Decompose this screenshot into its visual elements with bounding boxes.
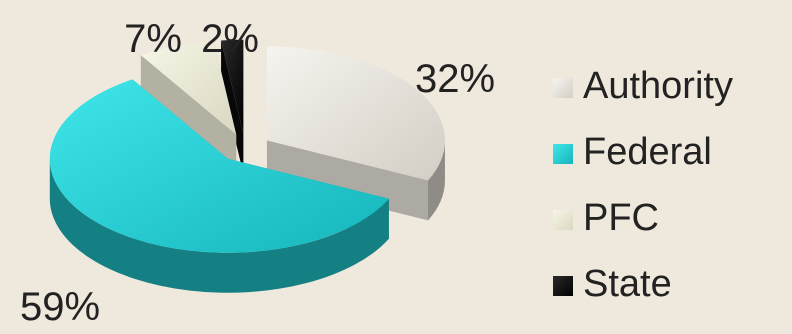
pie-slice-top-pfc — [140, 41, 237, 135]
legend-swatch-state — [553, 276, 573, 296]
pie-slice-side-federal — [49, 158, 389, 293]
legend-label-federal: Federal — [583, 131, 712, 173]
pie-slice-state — [221, 39, 244, 174]
pie-slice-top-state — [221, 39, 244, 134]
legend-item-pfc: PFC — [553, 197, 659, 239]
legend-item-authority: Authority — [553, 65, 733, 107]
pie-slice-side-authority — [428, 140, 445, 221]
pie-slice-edge-state-0 — [221, 40, 244, 174]
pie-slice-edge-pfc-0 — [140, 55, 237, 175]
legend-item-federal: Federal — [553, 131, 712, 173]
legend-item-state: State — [553, 263, 672, 305]
pie-slice-federal — [49, 79, 389, 293]
pie-slice-pfc — [140, 41, 237, 175]
legend: Authority Federal PFC State — [553, 65, 733, 305]
legend-swatch-authority — [553, 78, 573, 98]
legend-label-authority: Authority — [583, 65, 733, 107]
legend-swatch-federal — [553, 144, 573, 164]
data-label-federal: 59% — [20, 285, 100, 329]
pie-slice-top-federal — [49, 79, 389, 253]
legend-swatch-pfc — [553, 210, 573, 230]
data-label-authority: 32% — [415, 57, 495, 101]
data-label-state: 2% — [201, 17, 259, 61]
legend-label-state: State — [583, 263, 672, 305]
legend-label-pfc: PFC — [583, 197, 659, 239]
pie-slice-top-authority — [266, 46, 445, 181]
data-label-pfc: 7% — [124, 17, 182, 61]
